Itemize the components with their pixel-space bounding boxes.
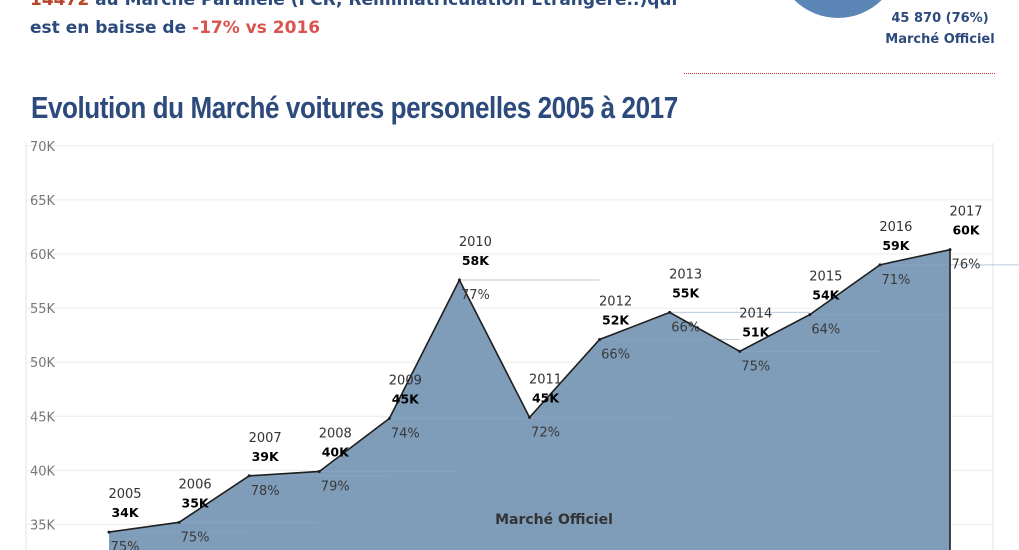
- data-point: [247, 474, 251, 478]
- year-label: 2005: [108, 487, 141, 502]
- share-label: 75%: [741, 359, 770, 374]
- data-point: [317, 469, 321, 473]
- year-label: 2011: [529, 372, 562, 387]
- series-label: Marché Officiel: [495, 512, 613, 528]
- decrease-value: -17% vs 2016: [192, 18, 321, 38]
- area-fill: [109, 249, 950, 550]
- year-label: 2016: [879, 220, 912, 235]
- y-tick-label: 70K: [30, 140, 56, 155]
- data-point: [948, 248, 952, 252]
- share-label: 66%: [671, 320, 700, 335]
- data-point: [738, 349, 742, 353]
- y-tick-label: 40K: [30, 464, 56, 479]
- value-label: 39K: [252, 449, 280, 464]
- value-label: 54K: [812, 288, 840, 303]
- parallel-market-count: 14472: [30, 0, 90, 10]
- value-label: 45K: [532, 390, 560, 405]
- area-series: [107, 248, 1019, 550]
- share-label: 71%: [881, 273, 910, 288]
- year-label: 2015: [809, 270, 842, 285]
- section-divider: [684, 73, 995, 74]
- value-label: 59K: [882, 238, 910, 253]
- chart-title: Evolution du Marché voitures personelles…: [31, 90, 678, 125]
- data-point: [878, 263, 882, 267]
- data-point: [808, 313, 812, 317]
- data-point: [528, 415, 531, 419]
- share-label: 78%: [251, 484, 280, 499]
- share-label: 77%: [461, 288, 490, 303]
- share-label: 75%: [111, 540, 140, 550]
- y-tick-label: 35K: [30, 519, 56, 534]
- year-label: 2009: [389, 373, 422, 388]
- value-label: 52K: [602, 312, 630, 327]
- market-note: 14472 au Marché Parallèle (FCR, Réimmatr…: [30, 0, 710, 42]
- data-point: [598, 337, 602, 341]
- value-label: 55K: [672, 285, 700, 300]
- data-labels: 2005 34K 75% 2006 35K 75% 2007 39K 78% 2008 40K 79%…: [108, 205, 982, 550]
- year-label: 2012: [599, 294, 632, 309]
- pie-value-label: 45 870 (76%): [891, 11, 989, 26]
- data-point: [457, 278, 461, 282]
- y-tick-label: 65K: [30, 194, 56, 209]
- share-label: 72%: [531, 425, 560, 440]
- decrease-text: est en baisse de: [30, 18, 193, 38]
- y-tick-label: 60K: [30, 248, 56, 263]
- year-label: 2006: [179, 477, 212, 492]
- value-label: 40K: [322, 444, 350, 459]
- share-label: 76%: [952, 258, 981, 273]
- share-label: 74%: [391, 426, 420, 441]
- share-label: 79%: [321, 479, 350, 494]
- year-label: 2013: [669, 267, 702, 282]
- data-point: [177, 520, 181, 524]
- year-label: 2014: [739, 306, 772, 321]
- share-label: 75%: [181, 530, 210, 545]
- data-point: [387, 416, 391, 420]
- year-label: 2010: [459, 235, 492, 250]
- share-label: 64%: [811, 323, 840, 338]
- value-label: 51K: [742, 324, 770, 339]
- y-axis: 35K 40K 45K 50K 55K 60K 65K 70K: [30, 140, 56, 534]
- data-point: [668, 310, 672, 314]
- year-label: 2008: [319, 426, 352, 441]
- year-label: 2017: [949, 205, 982, 220]
- value-label: 34K: [111, 505, 139, 520]
- y-tick-label: 45K: [30, 410, 56, 425]
- value-label: 60K: [952, 223, 980, 238]
- data-point: [107, 530, 111, 534]
- value-label: 58K: [462, 253, 490, 268]
- year-label: 2007: [249, 431, 282, 446]
- parallel-market-text: au Marché Parallèle (FCR, Réimmatriculat…: [89, 0, 678, 10]
- pie-series-label: Marché Officiel: [885, 32, 995, 47]
- y-tick-label: 55K: [30, 302, 56, 317]
- value-label: 35K: [182, 495, 210, 510]
- value-label: 45K: [392, 391, 420, 406]
- y-tick-label: 50K: [30, 356, 56, 371]
- share-label: 66%: [601, 347, 630, 362]
